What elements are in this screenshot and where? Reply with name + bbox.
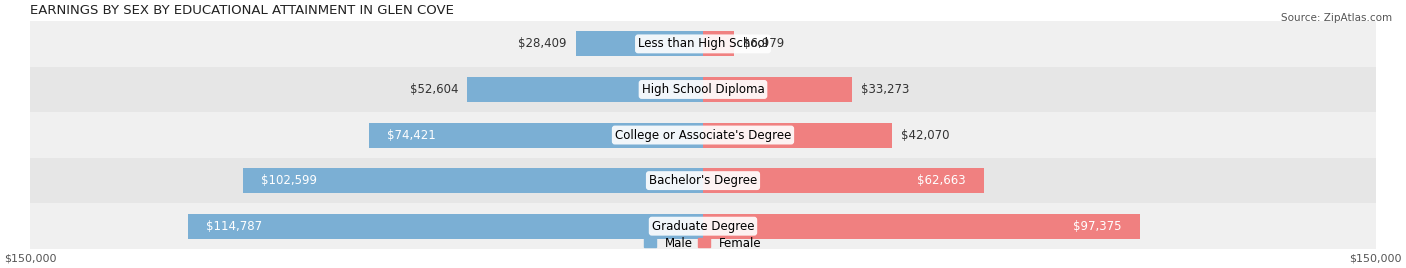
Bar: [31, 21, 1375, 67]
Text: Source: ZipAtlas.com: Source: ZipAtlas.com: [1281, 13, 1392, 23]
Text: $33,273: $33,273: [860, 83, 910, 96]
Bar: [703, 122, 891, 148]
Text: $6,979: $6,979: [744, 38, 785, 50]
Text: Less than High School: Less than High School: [638, 38, 768, 50]
Bar: [703, 31, 734, 57]
Legend: Male, Female: Male, Female: [640, 232, 766, 254]
Text: College or Associate's Degree: College or Associate's Degree: [614, 129, 792, 142]
Text: $102,599: $102,599: [262, 174, 316, 187]
Text: $114,787: $114,787: [207, 220, 263, 233]
Text: $28,409: $28,409: [519, 38, 567, 50]
Text: $74,421: $74,421: [387, 129, 436, 142]
Bar: [31, 158, 1375, 203]
Bar: [243, 168, 703, 193]
Text: EARNINGS BY SEX BY EDUCATIONAL ATTAINMENT IN GLEN COVE: EARNINGS BY SEX BY EDUCATIONAL ATTAINMEN…: [31, 4, 454, 17]
Text: $52,604: $52,604: [409, 83, 458, 96]
Bar: [31, 112, 1375, 158]
Bar: [703, 77, 852, 102]
Text: $97,375: $97,375: [1073, 220, 1122, 233]
Bar: [703, 214, 1140, 239]
Bar: [467, 77, 703, 102]
Bar: [31, 203, 1375, 249]
Bar: [370, 122, 703, 148]
Bar: [703, 168, 984, 193]
Text: Graduate Degree: Graduate Degree: [652, 220, 754, 233]
Text: High School Diploma: High School Diploma: [641, 83, 765, 96]
Text: Bachelor's Degree: Bachelor's Degree: [650, 174, 756, 187]
Text: $42,070: $42,070: [901, 129, 949, 142]
Bar: [31, 67, 1375, 112]
Text: $62,663: $62,663: [917, 174, 966, 187]
Bar: [575, 31, 703, 57]
Bar: [188, 214, 703, 239]
